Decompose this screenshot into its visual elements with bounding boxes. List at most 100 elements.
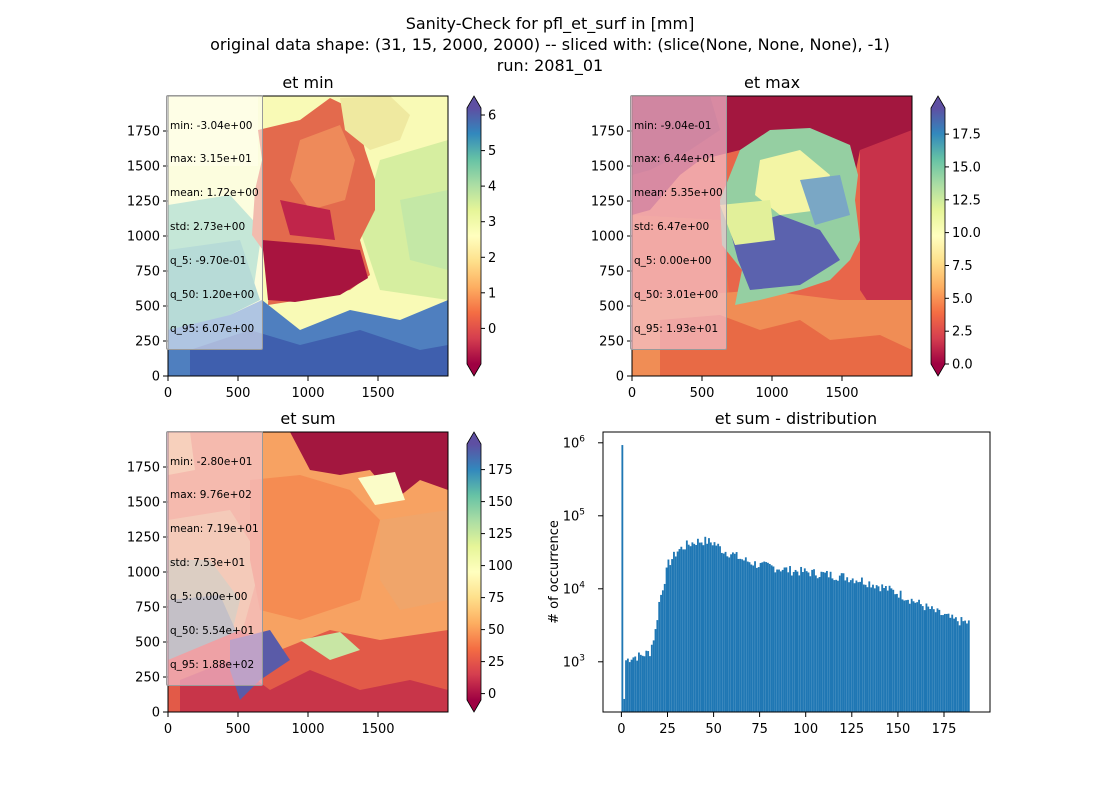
colorbar-tick-label: 25 — [488, 655, 505, 670]
suptitle-line-1: Sanity-Check for pfl_et_surf in [mm] — [406, 14, 695, 34]
histogram-bar — [938, 609, 941, 712]
histogram-bar — [776, 569, 779, 712]
histogram-bar — [728, 557, 731, 712]
histogram-bar — [746, 561, 749, 712]
histogram-bar — [956, 621, 959, 712]
y-tick-label: 1500 — [127, 496, 160, 511]
histogram-bar — [652, 640, 655, 712]
histogram-bar — [892, 589, 895, 712]
y-axis-et-max: 0 250 500 750 1000 1250 1500 1750 — [591, 125, 632, 385]
histogram-bar — [691, 542, 694, 712]
histogram-bar — [919, 604, 922, 712]
histogram-bar — [638, 652, 640, 712]
y-tick-label: 250 — [135, 335, 160, 350]
histogram-bar — [877, 586, 880, 712]
x-tick-label: 1500 — [361, 386, 394, 401]
colorbar-tick-label: 17.5 — [952, 128, 981, 143]
histogram-bar — [848, 582, 850, 712]
histogram-bar — [667, 559, 670, 712]
histogram-bar — [711, 545, 714, 712]
histogram-bar — [663, 583, 666, 712]
histogram-bar — [842, 573, 845, 712]
colorbar-tick-label: 12.5 — [952, 193, 981, 208]
histogram-bar — [641, 655, 644, 712]
x-tick-label: 500 — [690, 386, 715, 401]
histogram-bar — [789, 566, 791, 712]
histogram-bar — [739, 558, 742, 712]
histogram-bar — [814, 575, 817, 712]
histogram-bar — [835, 579, 838, 712]
histogram-bar — [951, 614, 954, 712]
y-tick-label: 1500 — [127, 160, 160, 175]
histogram-bar — [879, 591, 882, 712]
histogram-bar — [693, 543, 696, 712]
y-axis-et-min: 0 250 500 750 1000 1250 1500 1750 — [127, 125, 168, 385]
histogram-bar — [757, 567, 760, 712]
y-tick-label: 750 — [599, 265, 624, 280]
colorbar-tick-label: 3 — [488, 215, 496, 230]
histogram-bar — [649, 656, 651, 712]
histogram-bar — [632, 657, 635, 712]
histogram-bar — [660, 594, 662, 712]
stat-q5: q_5: 0.00e+00 — [170, 591, 248, 604]
y-tick-label: 1750 — [127, 461, 160, 476]
histogram-bar — [761, 562, 764, 712]
histogram-bar — [964, 620, 967, 712]
histogram-bar — [862, 584, 865, 712]
histogram-bar — [825, 570, 828, 712]
colorbar-tick-label: 2 — [488, 251, 496, 266]
x-tick-label: 0 — [617, 722, 625, 737]
histogram-bar — [822, 572, 825, 712]
colorbar-et-min: 0 1 2 3 4 5 6 — [466, 95, 496, 377]
colorbar-tick-label: 125 — [488, 527, 513, 542]
histogram-bar — [875, 585, 878, 712]
histogram-bar — [796, 571, 799, 712]
histogram-bar — [818, 577, 821, 712]
y-tick-label: 1500 — [591, 160, 624, 175]
x-tick-label: 25 — [659, 722, 676, 737]
histogram-bar — [669, 565, 672, 712]
histogram-bar — [929, 609, 932, 712]
histogram-bar — [656, 620, 659, 712]
colorbar-et-max: 0.0 2.5 5.0 7.5 10.0 12.5 15.0 17.5 — [930, 95, 981, 377]
stat-q95: q_95: 1.93e+01 — [634, 322, 719, 335]
histogram-bar — [737, 558, 740, 712]
panel-title-et-sum-distribution: et sum - distribution — [715, 409, 877, 428]
colorbar-tick-label: 0 — [488, 322, 496, 337]
histogram-bar — [730, 554, 732, 712]
histogram-bar — [831, 578, 834, 712]
x-tick-label: 0 — [164, 722, 172, 737]
histogram-bar — [901, 599, 904, 712]
histogram-bar — [794, 569, 797, 712]
colorbar-extend-bottom — [467, 364, 481, 376]
histogram-bar — [907, 599, 909, 712]
histogram-bar — [671, 559, 674, 712]
histogram-bar — [665, 567, 668, 712]
y-axis-et-sum: 0 250 500 750 1000 1250 1500 1750 — [127, 461, 168, 721]
histogram-bar — [781, 569, 784, 712]
histogram-bar — [715, 545, 718, 712]
stat-q50: q_50: 5.54e+01 — [170, 625, 255, 638]
histogram-bar — [779, 571, 782, 712]
colorbar-extend-bottom — [467, 700, 481, 712]
y-tick-label: 1000 — [591, 230, 624, 245]
histogram-bar — [733, 553, 736, 712]
histogram-bar — [722, 553, 725, 712]
histogram-bar — [855, 580, 858, 712]
histogram-bar — [934, 612, 937, 712]
histogram-bar — [942, 615, 944, 712]
colorbar-tick-label: 10.0 — [952, 226, 981, 241]
histogram-bar — [748, 562, 751, 712]
histogram-bar — [816, 578, 819, 712]
x-tick-label: 100 — [793, 722, 818, 737]
y-tick-label: 1750 — [591, 125, 624, 140]
histogram-bar — [809, 576, 812, 712]
x-tick-label: 0 — [164, 386, 172, 401]
histogram-bar — [829, 571, 832, 712]
histogram-bar — [726, 556, 729, 712]
panel-title-et-min: et min — [282, 73, 333, 92]
stat-q5: q_5: -9.70e-01 — [170, 255, 247, 268]
histogram-bar — [827, 577, 830, 712]
histogram-bar — [685, 540, 688, 712]
